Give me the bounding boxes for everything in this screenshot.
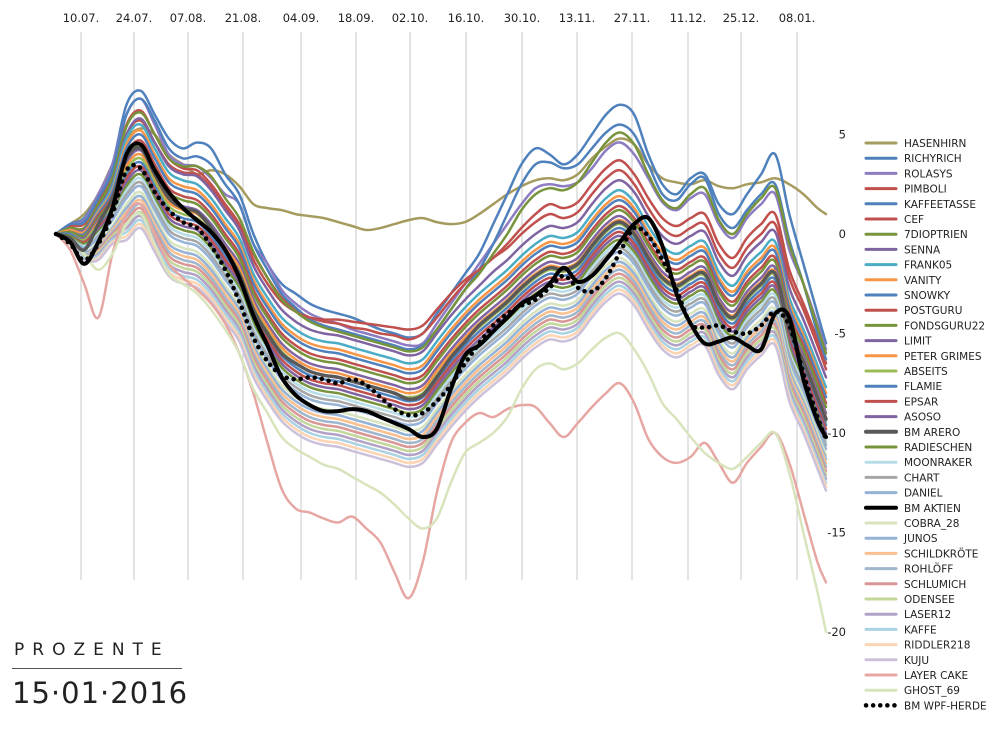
series-line-bm-wpf-herde: BM WPF-HERDE xyxy=(53,162,829,442)
legend-label: CHART xyxy=(904,472,940,484)
x-tick-label: 25.12. xyxy=(723,11,760,25)
series-line-junos: JUNOS xyxy=(54,194,828,461)
legend-label: KAFFEETASSE xyxy=(904,199,976,211)
series-line-laser12: LASER12 xyxy=(54,214,828,481)
series-line-postguru: POSTGURU xyxy=(54,138,828,405)
x-tick-label: 10.07. xyxy=(63,11,100,25)
series-line-layer-cake: LAYER CAKE xyxy=(54,201,828,600)
legend-label: RADIESCHEN xyxy=(904,442,972,454)
legend-label: SNOWKY xyxy=(904,290,951,302)
legend-label: POSTGURU xyxy=(904,305,962,317)
series-line-chart: CHART xyxy=(54,180,828,447)
legend-label: PETER GRIMES xyxy=(904,351,982,363)
x-tick-label: 24.07. xyxy=(116,11,153,25)
x-tick-label: 30.10. xyxy=(504,11,541,25)
caption-divider xyxy=(12,668,182,669)
x-axis-tick-labels: 10.07. 24.07. 07.08. 21.08. 04.09. 18.09. 02.1… xyxy=(63,11,816,25)
y-tick-label: -5 xyxy=(835,327,846,341)
x-tick-label: 18.09. xyxy=(338,11,375,25)
legend-label: LASER12 xyxy=(904,609,951,621)
legend-label: KAFFE xyxy=(904,624,937,636)
x-tick-label: 07.08. xyxy=(170,11,207,25)
series-line-pimboli: PIMBOLI xyxy=(54,109,828,365)
date-stamp: 15·01·2016 xyxy=(12,676,189,710)
legend-label: KUJU xyxy=(904,655,929,667)
legend-label: ASOSO xyxy=(904,412,941,424)
series-line-frank05: FRANK05 xyxy=(54,123,828,389)
series-line-fondsguru22: FONDSGURU22 xyxy=(54,142,828,409)
series-line-moonraker: MOONRAKER xyxy=(54,176,828,443)
legend-label: RICHYRICH xyxy=(904,153,962,165)
legend: HASENHIRN RICHYRICH ROLASYS PIMBOLI KAFFEETA… xyxy=(863,138,987,712)
legend-label: ABSEITS xyxy=(904,366,948,378)
legend-label: RIDDLER218 xyxy=(904,640,970,652)
legend-label: MOONRAKER xyxy=(904,457,972,469)
x-tick-label: 27.11. xyxy=(614,11,651,25)
legend-label: JUNOS xyxy=(903,533,938,545)
y-tick-label: 0 xyxy=(839,227,846,241)
x-tick-label: 21.08. xyxy=(225,11,262,25)
series-line-cobra-28: COBRA_28 xyxy=(54,190,828,457)
legend-label: GHOST_69 xyxy=(904,685,960,697)
y-unit-caption: PROZENTE xyxy=(14,640,170,660)
series-lines: HASENHIRNRICHYRICHROLASYSPIMBOLIKAFFEETA… xyxy=(53,89,829,634)
y-tick-label: -10 xyxy=(827,426,846,440)
series-line-rolasys: ROLASYS xyxy=(54,97,828,351)
legend-label: FRANK05 xyxy=(904,260,952,272)
series-line-ghost-69: GHOST_69 xyxy=(54,212,828,634)
legend-label: COBRA_28 xyxy=(904,518,959,530)
legend-label: EPSAR xyxy=(904,396,938,408)
y-tick-label: -15 xyxy=(827,526,846,540)
y-axis-tick-labels: 5 0 -5 -10 -15 -20 xyxy=(827,128,846,640)
legend-label: HASENHIRN xyxy=(904,138,966,150)
series-line-radieschen: RADIESCHEN xyxy=(54,172,828,439)
legend-label: VANITY xyxy=(904,275,942,287)
series-line-asoso: ASOSO xyxy=(54,168,828,435)
legend-label: ODENSEE xyxy=(904,594,955,606)
legend-label: PIMBOLI xyxy=(904,184,947,196)
series-line-bm-aktien: BM AKTIEN xyxy=(54,141,828,439)
series-line-vanity: VANITY xyxy=(54,128,828,395)
legend-label: SENNA xyxy=(904,244,941,256)
legend-label: LIMIT xyxy=(904,336,932,348)
legend-label: FONDSGURU22 xyxy=(904,320,985,332)
legend-label: BM AKTIEN xyxy=(904,503,961,515)
series-line-kaffe: KAFFE xyxy=(54,218,828,485)
y-tick-label: 5 xyxy=(839,128,846,142)
legend-label: LAYER CAKE xyxy=(904,670,968,682)
x-tick-label: 13.11. xyxy=(559,11,596,25)
x-tick-label: 04.09. xyxy=(283,11,320,25)
x-tick-label: 16.10. xyxy=(448,11,485,25)
x-tick-label: 11.12. xyxy=(670,11,707,25)
series-line-snowky: SNOWKY xyxy=(54,132,828,399)
legend-label: CEF xyxy=(904,214,924,226)
legend-label: ROLASYS xyxy=(904,168,953,180)
series-line-7dioptrien: 7DIOPTRIEN xyxy=(54,111,828,355)
legend-label: 7DIOPTRIEN xyxy=(904,229,968,241)
x-tick-label: 08.01. xyxy=(779,11,816,25)
legend-label: SCHILDKRÖTE xyxy=(904,547,978,560)
legend-label: BM ARERO xyxy=(904,427,960,439)
x-tick-label: 02.10. xyxy=(392,11,429,25)
y-tick-label: -20 xyxy=(827,625,846,639)
legend-label: BM WPF-HERDE xyxy=(904,700,987,712)
legend-label: SCHLUMICH xyxy=(904,579,966,591)
legend-label: FLAMIE xyxy=(904,381,942,393)
series-line-cef: CEF xyxy=(54,119,828,371)
legend-label: DANIEL xyxy=(904,488,943,500)
legend-label: ROHLÖFF xyxy=(904,563,953,576)
series-line-senna: SENNA xyxy=(54,117,828,379)
series-line-richyrich: RICHYRICH xyxy=(54,89,828,345)
